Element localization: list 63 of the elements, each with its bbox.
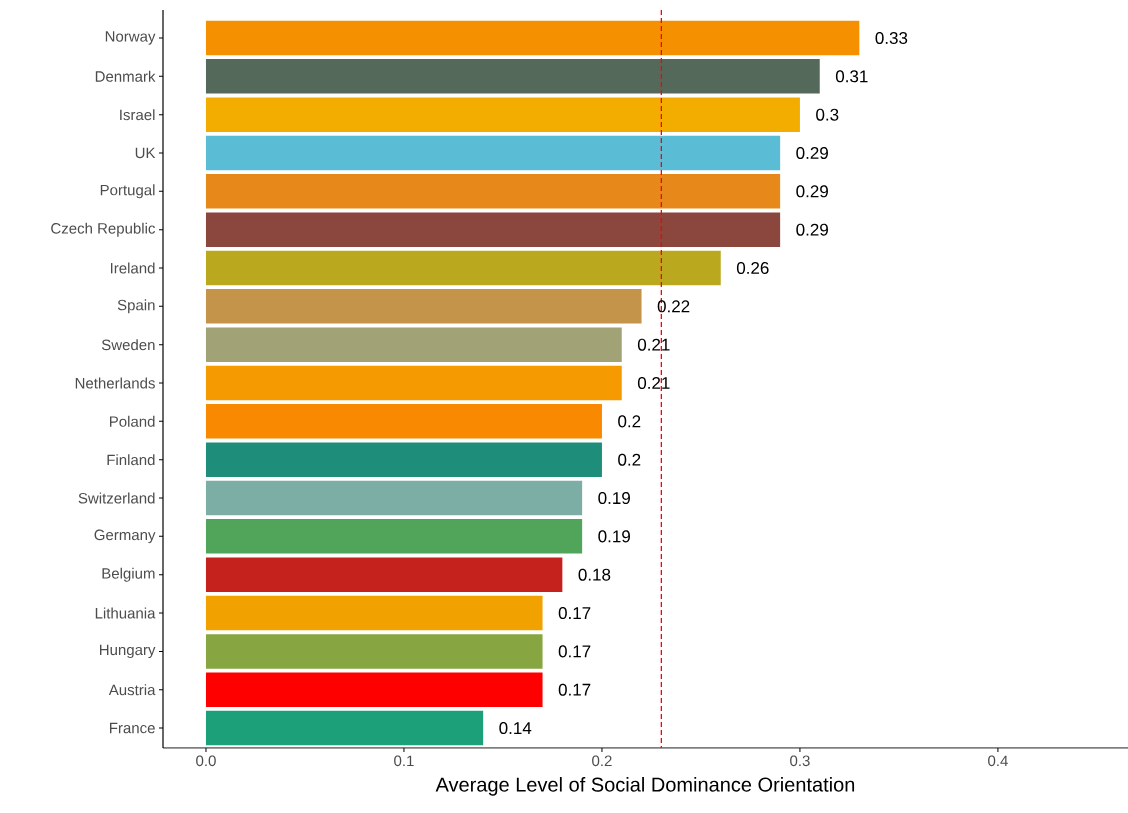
x-tick-label: 0.4 [988, 755, 1008, 767]
data-label: 0.29 [796, 146, 828, 160]
bar [205, 20, 860, 56]
y-tick-label: Israel [120, 109, 155, 121]
data-label: 0.21 [637, 338, 670, 351]
data-label: 0.17 [558, 683, 591, 696]
data-label: 0.33 [875, 31, 908, 45]
y-tick-label: Norway [105, 31, 156, 45]
bar [205, 557, 563, 592]
bar [205, 327, 622, 362]
data-label: 0.29 [796, 185, 828, 198]
y-tick-label: Switzerland [78, 492, 155, 504]
bar [205, 97, 800, 132]
x-axis-title: Average Level of Social Dominance Orientation [435, 777, 855, 796]
data-label: 0.2 [618, 453, 641, 466]
y-tick-label: Czech Republic [51, 222, 156, 237]
y-tick-label: Austria [108, 684, 156, 696]
data-label: 0.19 [598, 530, 630, 543]
y-tick-label: Spain [117, 299, 155, 314]
bar [205, 480, 583, 516]
bar [205, 519, 583, 554]
y-tick-label: Hungary [100, 644, 156, 659]
bar [205, 250, 721, 286]
y-tick-label: Poland [109, 415, 155, 427]
bar [205, 365, 622, 401]
x-tick-label: 0.2 [592, 755, 612, 767]
data-label: 0.29 [796, 223, 828, 236]
data-label: 0.17 [558, 607, 591, 620]
bar [205, 59, 820, 94]
y-tick-label: Sweden [101, 339, 155, 351]
y-tick-label: Germany [94, 529, 156, 544]
bar [205, 634, 543, 669]
data-label: 0.26 [736, 261, 769, 275]
bar [205, 135, 781, 171]
bar [205, 595, 543, 631]
bar [205, 174, 781, 209]
y-tick-label: UK [135, 147, 156, 159]
data-label: 0.21 [637, 377, 670, 390]
x-tick-label: 0.3 [790, 755, 810, 767]
data-label: 0.31 [835, 70, 868, 83]
y-tick-label: France [110, 722, 155, 734]
y-tick-label: Lithuania [95, 607, 156, 619]
y-tick-label: Belgium [102, 567, 155, 582]
data-label: 0.2 [618, 415, 641, 428]
bar [205, 442, 602, 477]
x-tick-label: 0.1 [394, 755, 414, 767]
bar [205, 710, 484, 746]
data-label: 0.19 [598, 492, 630, 505]
data-label: 0.17 [558, 645, 591, 658]
bar [205, 212, 781, 247]
bar [205, 404, 602, 439]
bar [205, 672, 543, 707]
y-tick-label: Portugal [100, 184, 155, 199]
data-label: 0.18 [578, 568, 611, 581]
x-tick-label: 0.0 [196, 755, 216, 767]
y-tick-label: Denmark [95, 70, 156, 82]
data-label: 0.22 [657, 300, 690, 313]
data-label: 0.3 [816, 108, 839, 121]
y-tick-label: Finland [107, 454, 155, 466]
y-tick-label: Netherlands [75, 377, 155, 389]
bar [205, 289, 642, 324]
y-tick-label: Ireland [110, 262, 155, 274]
data-label: 0.14 [499, 722, 532, 735]
